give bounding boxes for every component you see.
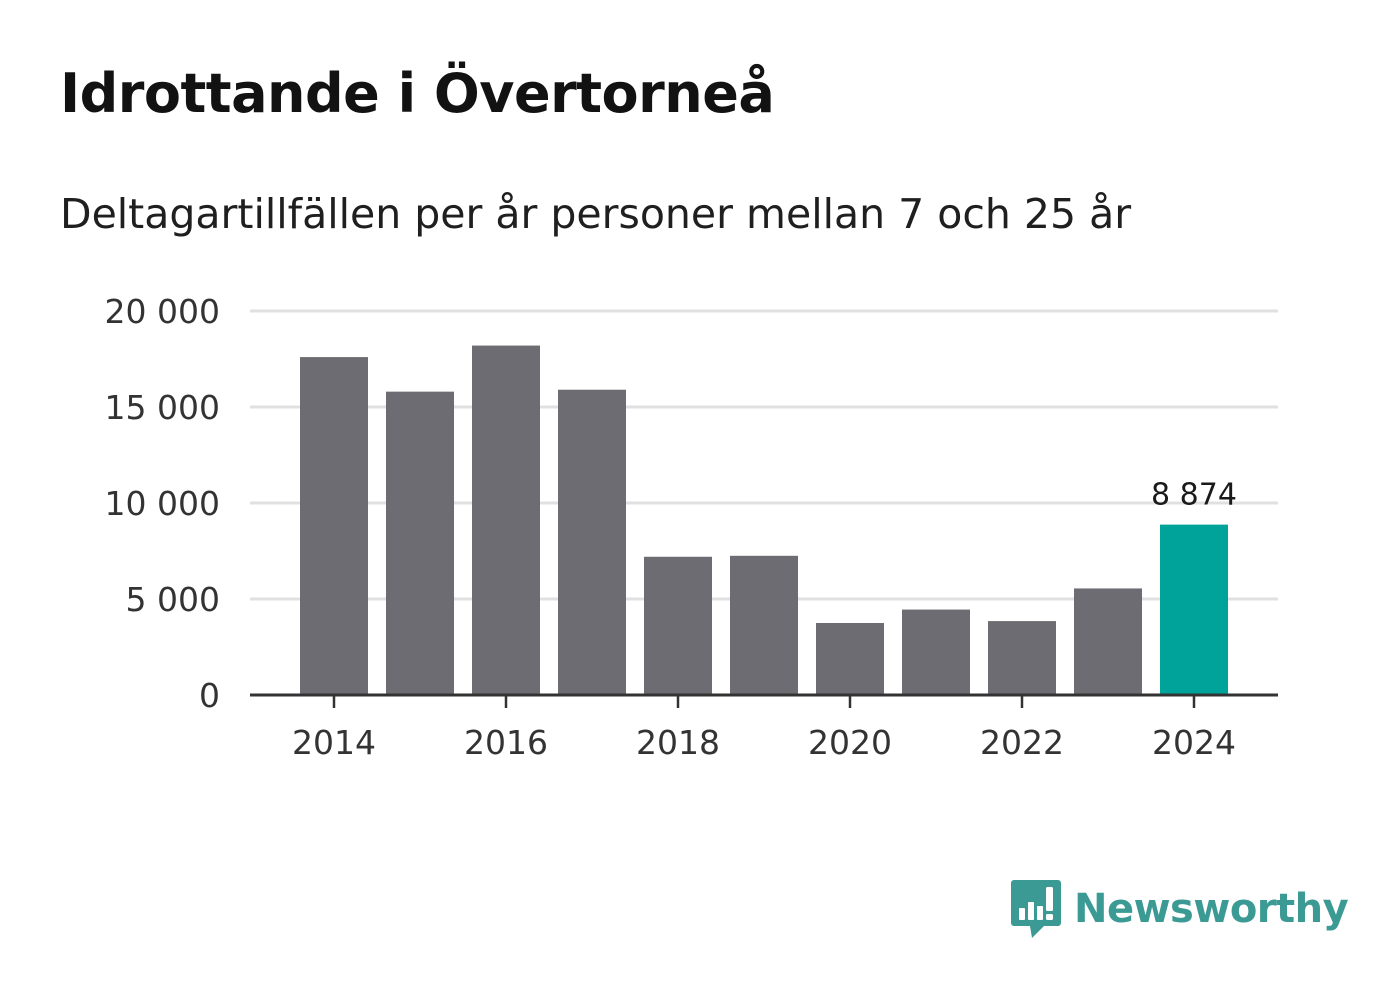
bar-2022	[988, 621, 1056, 695]
x-tick-label: 2022	[980, 723, 1064, 762]
x-tick-label: 2020	[808, 723, 892, 762]
newsworthy-logo-text: Newsworthy	[1074, 886, 1349, 932]
x-tick-label: 2016	[464, 723, 548, 762]
newsworthy-logo-icon	[1011, 880, 1061, 938]
x-tick-label: 2014	[292, 723, 376, 762]
bar-2019	[730, 555, 798, 695]
bar-2018	[644, 556, 712, 695]
chart-subtitle: Deltagartillfällen per år personer mella…	[60, 190, 1132, 238]
x-axis	[250, 693, 1278, 708]
chart-title: Idrottande i Övertorneå	[60, 62, 775, 125]
y-tick-label: 5 000	[126, 580, 220, 619]
highlight-data-label: 8 874	[1151, 478, 1237, 513]
x-tick-label: 2024	[1152, 723, 1236, 762]
bar-2014	[300, 357, 368, 695]
y-tick-label: 20 000	[105, 292, 220, 331]
bars	[300, 345, 1228, 695]
bar-2015	[386, 391, 454, 695]
bar-2020	[816, 623, 884, 695]
bar-2023	[1074, 588, 1142, 695]
y-tick-label: 10 000	[105, 484, 220, 523]
bar-2021	[902, 609, 970, 695]
y-tick-label: 15 000	[105, 388, 220, 427]
x-tick-label: 2018	[636, 723, 720, 762]
bar-2024	[1160, 524, 1228, 695]
bar-2016	[472, 345, 540, 695]
y-tick-label: 0	[199, 676, 220, 715]
bar-2017	[558, 389, 626, 695]
newsworthy-logo: Newsworthy	[1010, 878, 1349, 940]
labels: 0 5 000 10 000 15 000 20 000 2014 2016 2018 2020…	[105, 292, 1237, 762]
